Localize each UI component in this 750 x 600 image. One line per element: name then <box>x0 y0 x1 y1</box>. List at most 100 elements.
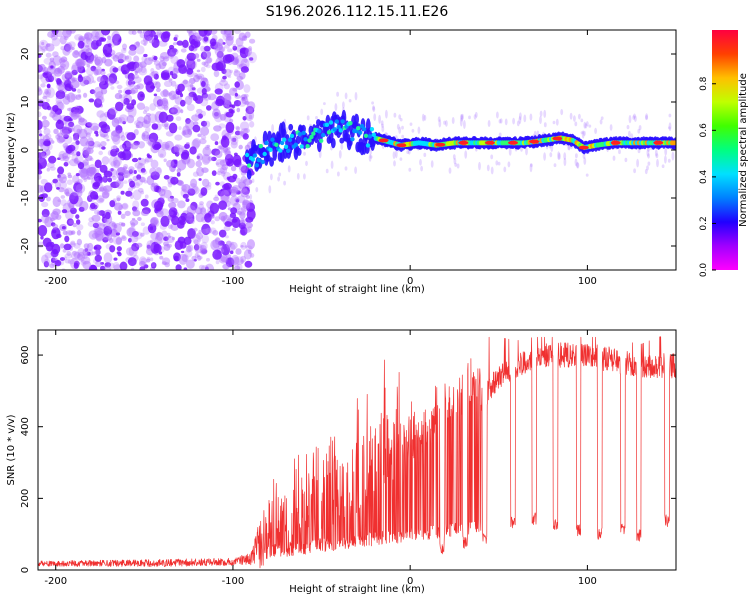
spectrogram-noise-mark <box>136 174 142 180</box>
spectrogram-noise-mark <box>246 101 256 111</box>
spectrogram-noise-mark <box>150 262 157 269</box>
spectrogram-noise-mark <box>61 226 66 230</box>
spectrogram-noise-mark <box>68 121 75 127</box>
spectrogram-noise-mark <box>123 180 128 184</box>
spectrogram-noise-mark <box>87 60 93 65</box>
spectrogram-noise-mark <box>100 265 106 270</box>
spectrogram-noise-mark <box>160 141 170 150</box>
spectrogram-noise-mark <box>212 239 220 249</box>
spectrogram-noise-mark <box>55 30 64 38</box>
spectrogram-noise-mark <box>233 159 242 168</box>
spectrogram-noise-mark <box>161 72 170 81</box>
spectrogram-noise-mark <box>38 111 42 118</box>
spectrogram-noise-mark <box>100 88 108 95</box>
spectrogram-signal-mark <box>287 137 293 143</box>
spectrogram-noise-mark <box>222 146 228 152</box>
spectrogram-noise-mark <box>80 206 85 211</box>
spectrogram-leak-mark <box>448 167 452 174</box>
spectrogram-noise-mark <box>61 209 68 214</box>
spectrogram-noise-mark <box>115 237 123 245</box>
spectrogram-noise-mark <box>96 96 105 104</box>
spectrogram-leak-mark <box>539 116 542 124</box>
spectrogram-noise-mark <box>50 65 54 69</box>
spectrogram-signal-mark <box>296 147 302 156</box>
spectrogram-noise-mark <box>225 121 235 134</box>
spectrogram-signal-mark <box>246 169 252 180</box>
spectrogram-noise-mark <box>45 43 51 48</box>
spectrogram-noise-mark <box>108 155 118 166</box>
spectrogram-noise-mark <box>178 215 186 223</box>
spectrogram-noise-mark <box>176 172 181 177</box>
spectrogram-noise-mark <box>91 251 96 256</box>
spectrogram-noise-mark <box>151 262 156 268</box>
spectrogram-noise-mark <box>163 80 173 88</box>
spectrogram-noise-mark <box>42 91 52 98</box>
spectrogram-noise-mark <box>229 212 237 219</box>
spectrogram-noise-mark <box>133 178 144 186</box>
spectrogram-noise-mark <box>215 237 220 242</box>
spectrogram-signal-mark <box>356 126 361 131</box>
spectrogram-noise-mark <box>38 133 43 137</box>
spectrogram-noise-mark <box>38 86 42 92</box>
spectrogram-leak-mark <box>420 165 423 172</box>
spectrogram-noise-mark <box>220 136 230 148</box>
spectrogram-leak-mark <box>581 130 585 139</box>
spectrogram-noise-mark <box>193 121 199 126</box>
spectrogram-noise-mark <box>70 250 81 260</box>
spectrogram-signal-mark <box>319 138 324 143</box>
spectrogram-noise-mark <box>211 62 221 71</box>
spectrogram-x-tick-label: -200 <box>44 276 67 287</box>
spectrogram-noise-mark <box>121 143 127 149</box>
spectrogram-noise-mark <box>189 83 194 88</box>
spectrogram-leak-mark <box>268 185 272 194</box>
spectrogram-noise-mark <box>138 67 148 76</box>
spectrogram-noise-mark <box>207 156 214 161</box>
spectrogram-leak-mark <box>271 123 274 133</box>
spectrogram-noise-mark <box>226 161 230 166</box>
spectrogram-leak-mark <box>303 151 306 156</box>
spectrogram-noise-mark <box>226 254 232 259</box>
spectrogram-noise-mark <box>214 88 223 95</box>
spectrogram-noise-mark <box>66 179 73 185</box>
spectrogram-noise-mark <box>52 34 56 38</box>
spectrogram-leak-mark <box>334 103 338 112</box>
spectrogram-noise-mark <box>148 37 155 44</box>
spectrogram-leak-mark <box>583 157 587 165</box>
spectrogram-signal-mark <box>299 144 304 149</box>
spectrogram-leak-mark <box>495 160 499 166</box>
spectrogram-noise-mark <box>216 51 225 61</box>
spectrogram-noise-mark <box>121 202 129 210</box>
spectrogram-noise-mark <box>100 141 107 147</box>
spectrogram-leak-mark <box>503 166 507 173</box>
spectrogram-leak-mark <box>543 109 547 118</box>
spectrogram-noise-mark <box>189 213 194 218</box>
spectrogram-noise-mark <box>225 235 229 239</box>
spectrogram-noise-mark <box>183 267 188 270</box>
spectrogram-noise-mark <box>76 238 82 246</box>
spectrogram-noise-mark <box>76 230 82 236</box>
spectrogram-noise-mark <box>120 135 126 142</box>
spectrogram-leak-mark <box>519 112 522 121</box>
spectrogram-noise-mark <box>45 87 55 99</box>
spectrogram-noise-mark <box>92 80 96 84</box>
spectrogram-noise-mark <box>168 90 177 101</box>
spectrogram-signal-mark <box>288 123 294 131</box>
spectrogram-noise-mark <box>124 175 128 178</box>
spectrogram-noise-mark <box>186 58 196 71</box>
spectrogram-noise-mark <box>206 144 211 148</box>
spectrogram-signal-mark <box>330 138 336 149</box>
spectrogram-noise-mark <box>212 249 222 260</box>
spectrogram-noise-mark <box>188 93 194 100</box>
spectrogram-signal-mark <box>246 163 252 168</box>
spectrogram-noise-mark <box>163 236 169 241</box>
spectrogram-signal-mark <box>254 163 260 168</box>
spectrogram-noise-mark <box>241 96 249 105</box>
spectrogram-noise-mark <box>202 154 212 164</box>
spectrogram-noise-mark <box>218 229 227 238</box>
spectrogram-noise-mark <box>202 77 208 82</box>
spectrogram-leak-mark <box>530 163 533 168</box>
spectrogram-signal-mark <box>358 130 363 135</box>
spectrogram-noise-mark <box>44 182 53 193</box>
spectrogram-noise-mark <box>115 232 120 236</box>
